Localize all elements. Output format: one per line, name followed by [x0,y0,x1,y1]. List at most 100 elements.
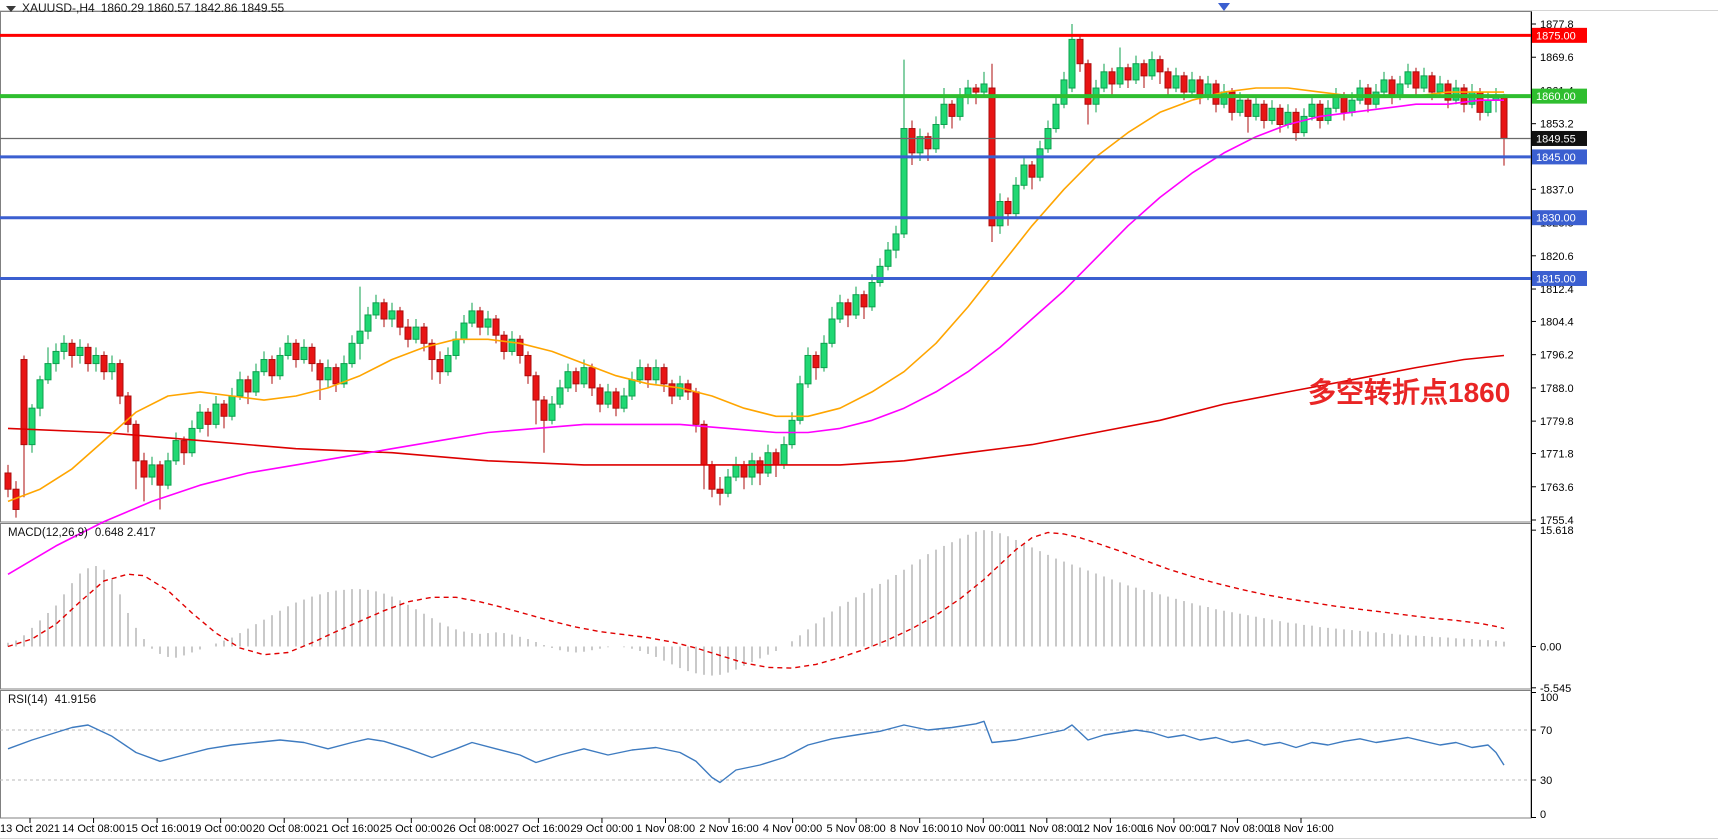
price-tick-label: 1771.8 [1540,449,1574,461]
ma-red-line [7,354,1505,466]
macd-tick-label: -5.545 [1540,683,1571,695]
candle-bull [748,460,756,478]
candle-bear [84,346,92,365]
candle-bull [372,302,380,316]
candle-bull [236,379,244,397]
candle-bull [900,128,908,235]
date-label: 14 Oct 08:00 [62,823,125,835]
candle-bear [756,460,764,474]
candle-bear [972,87,980,93]
candle-bear [948,103,956,117]
candle-bull [44,363,52,381]
candle-bull [444,354,452,373]
candle-bear [100,354,108,373]
candle-bear [1228,91,1236,113]
date-label: 11 Nov 08:00 [1014,823,1079,835]
candle-bull [868,282,876,308]
candle-bull [468,310,476,324]
price-tick-label: 1804.4 [1540,316,1574,328]
candle-bull [1372,91,1380,105]
candle-bull [300,346,308,361]
chevron-down-icon[interactable] [6,5,16,12]
candle-bull [1436,83,1444,93]
candle-bear [532,375,540,401]
candle-bull [1220,91,1228,105]
candle-bear [708,464,716,490]
price-tick-label: 1763.6 [1540,482,1574,494]
date-label: 10 Nov 00:00 [951,823,1016,835]
candle-bull [732,464,740,478]
candle-bull [1420,75,1428,89]
candle-bull [884,249,892,267]
candle-bear [540,399,548,421]
date-label: 13 Oct 2021 [0,823,60,835]
candle-bear [1084,63,1092,105]
candle-bear [204,411,212,425]
macd-tick-label: 0.00 [1540,642,1561,654]
candle-bull [1236,99,1244,113]
chart-text-annotation[interactable]: 多空转折点1860 [1308,377,1511,408]
candle-bear [1028,164,1036,178]
symbol-timeframe-label: XAUUSD-,H4 [22,1,95,15]
date-label: 12 Nov 16:00 [1078,823,1143,835]
price-badge-1845-bg [1532,149,1587,165]
candle-bull [1404,71,1412,85]
candle-bear [316,363,324,381]
macd-panel-frame [0,523,1532,690]
price-badge-1845: 1845.00 [1536,152,1576,164]
price-badge-1830: 1830.00 [1536,213,1576,225]
candle-bull [260,359,268,373]
candle-bull [1308,103,1316,117]
date-label: 26 Oct 08:00 [443,823,506,835]
candle-bull [1380,79,1388,93]
candle-bear [908,128,916,154]
candle-bull [852,294,860,316]
ma-magenta-line [7,99,1504,575]
candle-bull [164,460,172,486]
candle-bull [764,452,772,474]
candle-bull [1132,63,1140,81]
candle-bull [828,318,836,344]
candle-bull [1172,75,1180,89]
candle-bull [356,330,364,344]
candle-bear [500,334,508,352]
candle-bull [1036,148,1044,178]
rsi-tick-label: 30 [1540,775,1552,787]
candle-bear [1140,63,1148,77]
candle-bear [492,318,500,336]
candle-bull [1116,67,1124,85]
current-price-badge-bg [1532,130,1587,146]
candle-bull [804,354,812,385]
candle-bull [796,383,804,421]
date-label: 21 Oct 16:00 [316,823,379,835]
date-label: 15 Oct 16:00 [126,823,189,835]
candle-bear [772,452,780,466]
candle-bull [1252,103,1260,117]
candle-bear [572,371,580,385]
candle-bull [388,310,396,320]
candle-bull [508,338,516,352]
candle-bull [460,322,468,340]
date-label: 29 Oct 00:00 [570,823,633,835]
candle-bull [1100,71,1108,89]
candle-bear [244,379,252,393]
price-badge-1860: 1860.00 [1536,91,1576,103]
candle-bull [28,407,36,446]
candle-bear [4,472,12,490]
candle-bull [324,367,332,381]
candle-bear [1260,103,1268,121]
candle-bear [1108,71,1116,85]
candle-bull [564,371,572,389]
price-tick-label: 1755.4 [1540,515,1574,527]
rsi-tick-label: 70 [1540,725,1552,737]
candle-bear [1156,59,1164,73]
candle-bear [660,367,668,385]
candle-bear [132,423,140,462]
candle-bear [1428,75,1436,93]
candle-bull [932,123,940,150]
rsi-name: RSI(14) [8,694,48,706]
price-tick-label: 1853.2 [1540,119,1574,131]
candle-bear [700,423,708,466]
candle-bear [436,359,444,373]
